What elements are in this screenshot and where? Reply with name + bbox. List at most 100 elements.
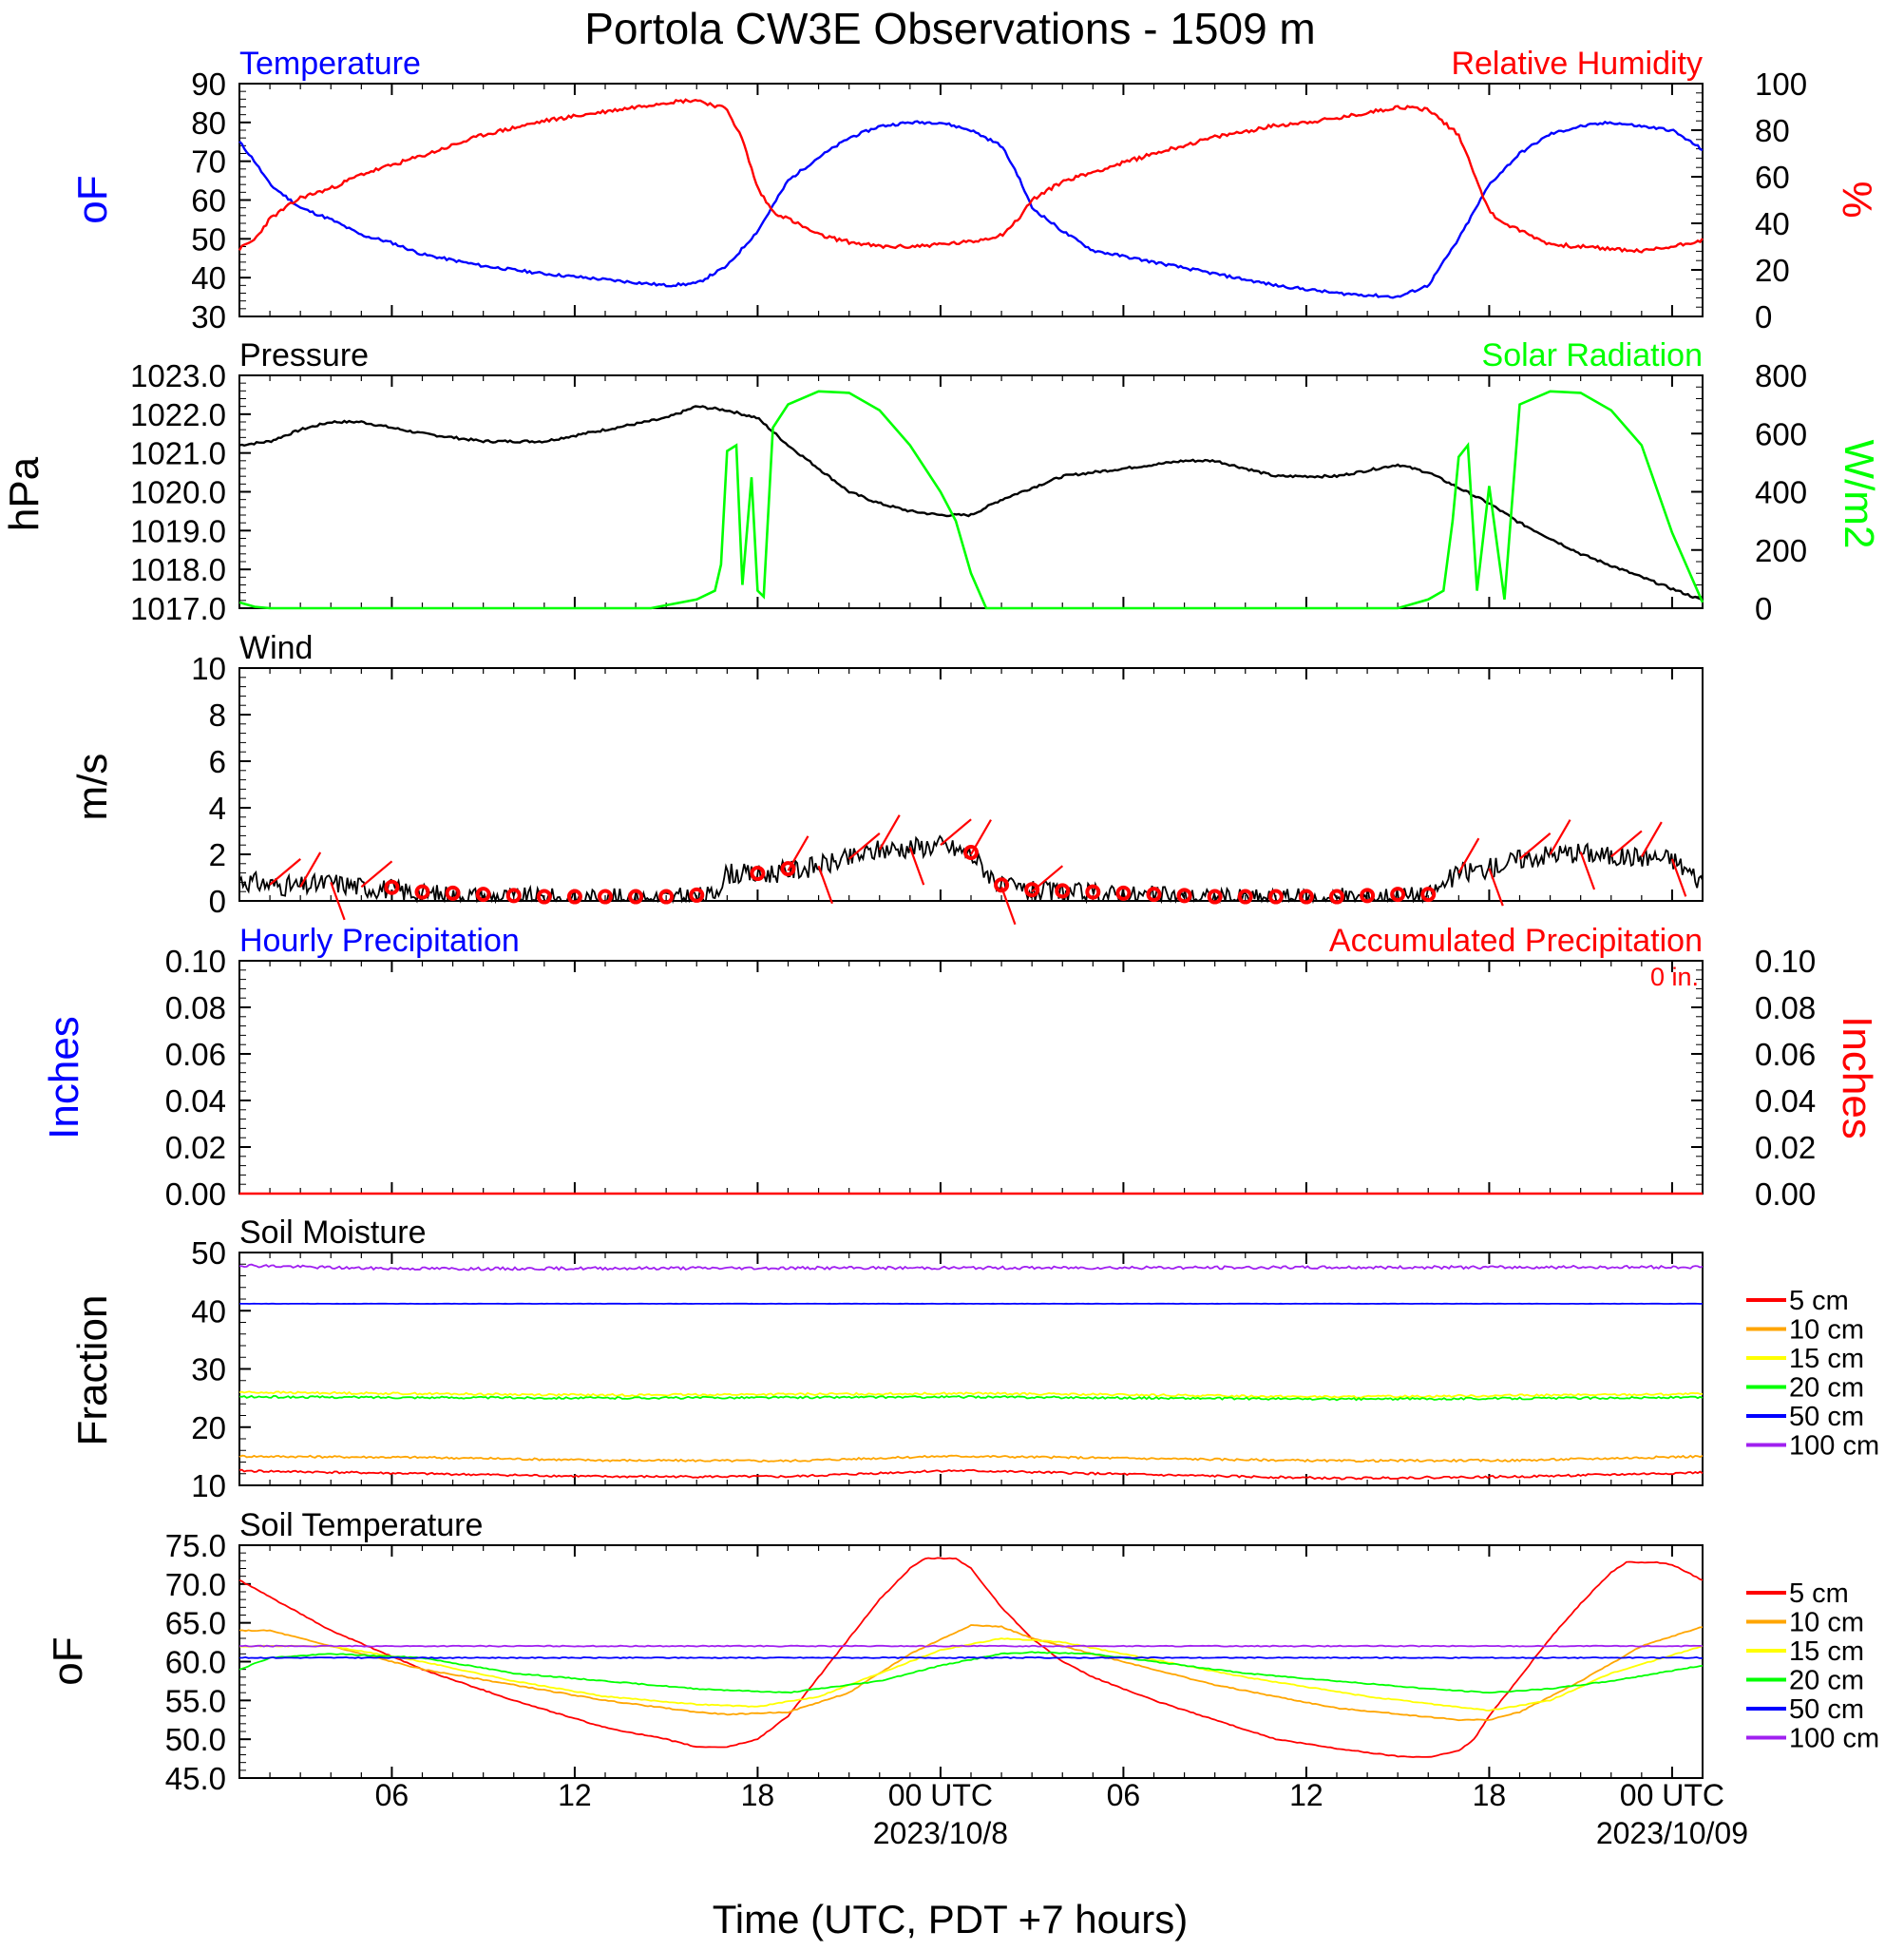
pressure-tick-label: 1022.0 [130,397,226,432]
soil-temp-line-10cm [239,1624,1704,1722]
temp-tick-label: 40 [191,260,226,296]
calm-wind-circle [505,888,522,904]
calm-wind-circle [1146,887,1162,903]
precip-left-tick-label: 0.00 [165,1176,226,1212]
x-tick-label: 18 [1473,1778,1507,1812]
wind-barb [360,860,393,889]
pressure-line [238,405,1704,602]
wind-barb [1610,830,1643,858]
wind-barb [1488,868,1504,907]
calm-wind-circle [566,889,582,905]
precip-right-tick-label: 0.00 [1755,1176,1816,1212]
soil-moisture-tick-label: 30 [191,1352,226,1387]
temperature-line [238,120,1704,299]
legend-label: 5 cm [1789,1578,1849,1609]
x-tick-label: 18 [741,1778,775,1812]
calm-wind-circle [1176,888,1192,904]
calm-wind-circle [1390,887,1406,903]
wind-frame [238,667,1704,902]
precip-left-tick-label: 0.10 [165,944,226,979]
calm-wind-circle [1115,885,1132,901]
wind-tick-label: 4 [209,791,226,826]
solar-tick-label: 600 [1755,416,1807,451]
pressure-y-label: hPa [1,456,48,531]
wind-barb [1000,886,1017,926]
wind-y-label: m/s [69,754,116,821]
rh-tick-label: 60 [1755,160,1790,195]
soil-temperature-panel: 75.0 70.0 65.0 60.055.0 50.0 45.0 Soil Tempera… [45,1507,1879,1850]
x-tick-label: 06 [375,1778,409,1812]
precipitation-frame [238,960,1704,1195]
temp-tick-label: 30 [191,299,226,335]
wind-barb [878,814,901,851]
wind-barb [299,851,322,888]
soil-moisture-title: Soil Moisture [239,1215,427,1251]
legend-label: 50 cm [1789,1694,1864,1725]
soil-moisture-line-15cm [238,1390,1703,1399]
temp-y-label: oF [69,175,116,223]
pressure-tick-label: 1021.0 [130,436,226,471]
precip-right-tick-label: 0.04 [1755,1083,1816,1119]
wind-tick-label: 6 [209,744,226,779]
temp-tick-label: 80 [191,105,226,141]
soil-temp-tick-label: 50.0 [165,1722,226,1757]
soil-temp-title: Soil Temperature [239,1507,483,1543]
pressure-tick-label: 1019.0 [130,513,226,548]
x-tick-label: 00 UTC [888,1778,993,1812]
legend-label: 10 cm [1789,1315,1864,1346]
wind-barb [1640,821,1663,858]
temp-tick-label: 90 [191,67,226,102]
temp-tick-label: 50 [191,221,226,257]
solar-line [238,390,1704,610]
pressure-tick-label: 1023.0 [130,358,226,393]
soil-temp-tick-label: 60.0 [165,1645,226,1680]
calm-wind-circle [445,885,461,901]
solar-title: Solar Radiation [1482,337,1703,373]
calm-wind-circle [1237,889,1253,905]
wind-barb [1549,819,1571,855]
calm-wind-circle [1267,889,1284,905]
soil-moisture-line-10cm [238,1454,1704,1463]
wind-barb [1670,858,1687,897]
calm-wind-circle [1298,889,1314,905]
temp-tick-label: 60 [191,183,226,219]
precip-left-tick-label: 0.06 [165,1037,226,1072]
x-date-label: 2023/10/8 [873,1816,1008,1850]
soil-moisture-frame [238,1252,1704,1486]
legend-label: 100 cm [1789,1431,1879,1462]
soil-temp-tick-label: 45.0 [165,1761,226,1796]
accum-total-label: 0 in. [1650,963,1699,991]
rh-tick-label: 80 [1755,113,1790,148]
soil-temp-tick-label: 70.0 [165,1567,226,1602]
wind-barb [908,847,925,886]
soil-temp-line-5cm [238,1557,1704,1758]
wind-barb [1579,851,1596,890]
wind-tick-label: 10 [191,651,226,686]
calm-wind-circle [1329,889,1344,905]
calm-wind-circle [1207,889,1223,905]
wind-barb [269,858,301,886]
precip-left-y-label: Inches [41,1016,87,1139]
soil-temperature-frame [238,1544,1704,1779]
calm-wind-circle [658,889,675,905]
legend-label: 100 cm [1789,1724,1879,1754]
temp-rh-frame [238,83,1704,317]
soil-moisture-y-label: Fraction [69,1295,116,1446]
legend-label: 20 cm [1789,1666,1864,1696]
precipitation-panel: 0.10 0.08 0.06 0.04 0.02 0.00 0.10 0.08 0.06 0.04… [41,923,1880,1212]
x-tick-label: 06 [1107,1778,1141,1812]
calm-wind-circle [750,866,766,882]
rh-tick-label: 100 [1755,67,1807,102]
precip-right-y-label: Inches [1834,1016,1880,1139]
wind-title: Wind [239,630,313,666]
precip-right-tick-label: 0.02 [1755,1130,1816,1165]
precip-right-tick-label: 0.06 [1755,1037,1816,1072]
wind-tick-label: 2 [209,837,226,872]
rh-y-label: % [1834,181,1880,218]
wind-panel: 10 8 6 4 2 0 Wind m/s [69,630,1704,926]
calm-wind-circle [1420,887,1437,903]
precip-left-tick-label: 0.08 [165,990,226,1025]
rh-title: Relative Humidity [1451,46,1703,82]
